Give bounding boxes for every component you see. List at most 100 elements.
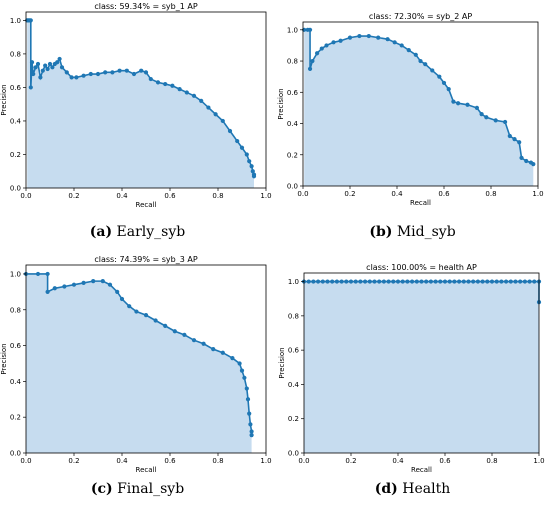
pr-point — [311, 279, 316, 284]
pr-point — [527, 279, 532, 284]
pr-point — [512, 137, 517, 142]
pr-point — [239, 368, 245, 373]
pr-point — [64, 70, 69, 75]
pr-point — [45, 289, 50, 294]
pr-point — [452, 279, 457, 284]
y-tick-label: 0.8 — [10, 306, 21, 314]
chart-title: class: 59.34% = syb_1 AP — [94, 2, 197, 11]
pr-area-fill — [304, 29, 534, 186]
pr-point — [430, 68, 435, 73]
pr-point — [81, 280, 86, 286]
pr-point — [330, 279, 335, 284]
pr-point — [71, 282, 77, 287]
pr-point — [503, 119, 508, 125]
pr-point — [199, 98, 204, 103]
chart-title: class: 74.39% = syb_3 AP — [94, 255, 197, 264]
pr-point — [155, 80, 161, 85]
pr-point — [201, 341, 206, 346]
x-tick-label: 0.2 — [345, 457, 356, 465]
x-tick-label: 0.0 — [297, 190, 308, 198]
pr-point — [62, 284, 67, 289]
caption-letter: (b) — [369, 224, 393, 240]
pr-point — [423, 62, 428, 67]
pr-point — [377, 279, 382, 284]
x-tick-label: 0.6 — [164, 192, 176, 200]
y-tick-label: 0.4 — [10, 117, 22, 125]
pr-point — [47, 61, 53, 67]
pr-point — [28, 18, 33, 23]
y-tick-label: 0.2 — [287, 151, 298, 159]
y-tick-label: 0.8 — [287, 58, 298, 66]
pr-point — [115, 289, 120, 294]
pr-point — [74, 75, 79, 80]
y-tick-label: 0.2 — [288, 415, 299, 423]
pr-point — [331, 40, 336, 45]
pr-point — [406, 48, 411, 53]
pr-point — [307, 66, 313, 71]
x-tick-label: 1.0 — [532, 190, 543, 198]
chart-panel-c: class: 74.39% = syb_3 AP 0.0 0.2 0.4 0.6 0.8 1… — [0, 253, 275, 506]
chart-b: class: 72.30% = syb_2 AP 0.0 0.2 0.4 0.6 0.8 1… — [277, 12, 544, 207]
pr-point — [131, 71, 137, 77]
pr-point — [334, 279, 339, 284]
pr-point — [471, 279, 476, 284]
caption-letter: (c) — [90, 481, 113, 497]
pr-point — [29, 60, 35, 65]
pr-point — [38, 75, 43, 80]
y-tick-label: 1.0 — [10, 270, 21, 278]
pr-point — [230, 356, 235, 361]
pr-point — [100, 279, 105, 284]
pr-point — [479, 112, 484, 117]
pr-point — [134, 309, 139, 314]
y-tick-label: 0.4 — [288, 381, 300, 389]
pr-point — [206, 105, 211, 110]
pr-point — [494, 279, 499, 284]
pr-point — [211, 347, 216, 352]
x-tick-label: 0.4 — [392, 457, 404, 465]
pr-point — [182, 332, 187, 337]
x-tick-label: 0.8 — [212, 192, 223, 200]
pr-point — [191, 338, 197, 343]
pr-point — [466, 279, 471, 284]
pr-point — [172, 329, 177, 334]
pr-point — [107, 282, 113, 287]
pr-point — [442, 279, 448, 284]
chart-title: class: 100.00% = health AP — [366, 263, 477, 272]
x-tick-label: 0.4 — [391, 190, 403, 198]
pr-point — [531, 162, 536, 167]
y-tick-label: 0.0 — [10, 450, 21, 458]
pr-point — [484, 115, 489, 120]
pr-point — [418, 58, 423, 64]
x-tick-label: 0.4 — [116, 457, 128, 465]
x-tick-label: 0.6 — [439, 457, 451, 465]
pr-curve-line — [304, 280, 540, 303]
caption-b: (b) Mid_syb — [275, 224, 550, 240]
pr-point — [153, 318, 158, 323]
pr-point — [395, 279, 401, 284]
x-tick-label: 0.0 — [20, 457, 31, 465]
pr-point — [433, 279, 438, 284]
y-axis-label: Precision — [0, 343, 8, 374]
pr-point — [227, 128, 233, 134]
pr-point — [456, 101, 461, 106]
pr-point — [513, 279, 518, 284]
pr-point — [319, 46, 324, 51]
pr-point — [117, 68, 122, 73]
pr-point — [324, 43, 329, 48]
caption-letter: (a) — [89, 224, 113, 240]
x-tick-label: 0.8 — [486, 457, 497, 465]
pr-point — [339, 279, 344, 284]
pr-point — [242, 375, 247, 380]
pr-point — [50, 65, 55, 70]
pr-point — [437, 74, 442, 79]
pr-curve-line — [304, 29, 534, 165]
pr-point — [163, 81, 168, 87]
pr-point — [95, 71, 101, 77]
pr-point — [250, 169, 255, 174]
x-axis-label: Recall — [411, 466, 432, 474]
pr-point — [110, 70, 115, 75]
pr-point — [310, 58, 315, 64]
caption-c: (c) Final_syb — [0, 481, 275, 497]
pr-point — [59, 65, 65, 70]
pr-point — [489, 279, 495, 284]
